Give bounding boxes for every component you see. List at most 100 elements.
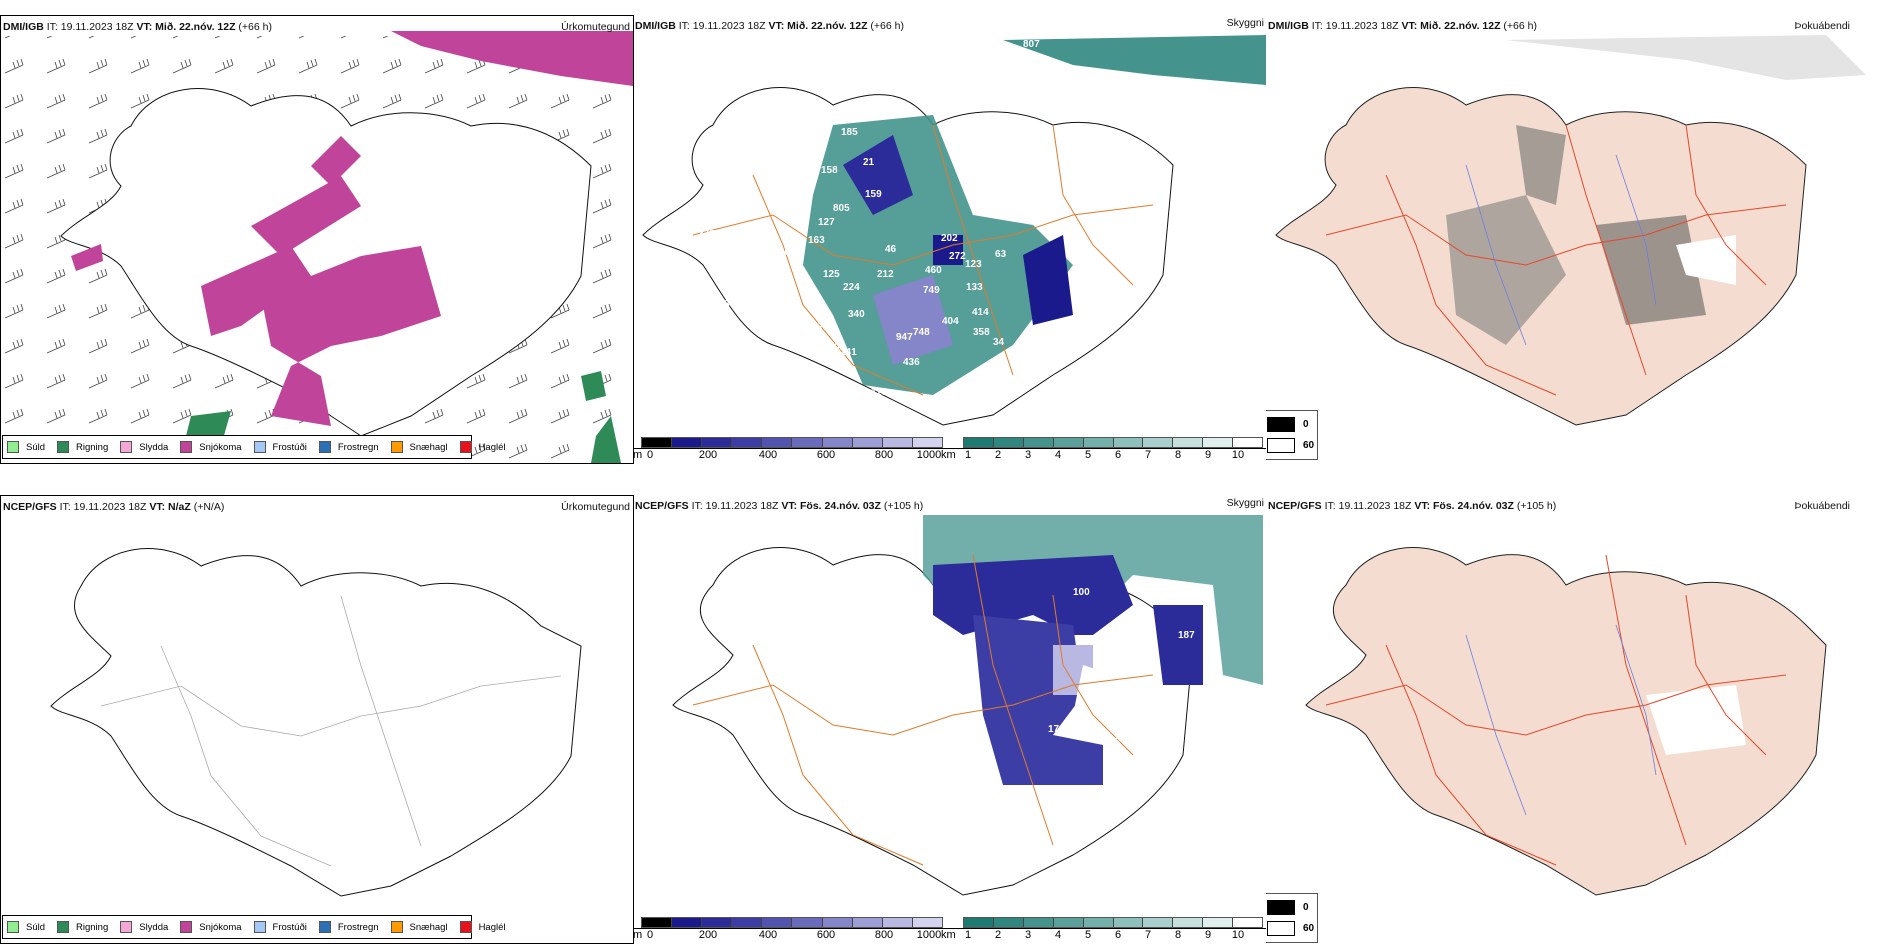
colorbar-segment [762, 918, 793, 927]
precip-type-map [50, 548, 582, 897]
cloud-base-label: 807 [1023, 39, 1040, 50]
legend-item: Snæhagl [390, 921, 448, 933]
legend-item: Slydda [120, 921, 168, 933]
legend-item: Frostúði [253, 921, 307, 933]
colorbar-segment [732, 918, 763, 927]
legend-item: Frostregn [318, 921, 379, 933]
fog-legend-item: 0 [1267, 900, 1309, 915]
legend-item: Rigning [57, 921, 108, 933]
scale-tick: 4 [1054, 449, 1062, 461]
legend-swatch [390, 441, 403, 453]
legend-swatch [7, 441, 19, 453]
legend-swatch [120, 441, 133, 453]
legend-item: Snjókoma [180, 441, 242, 453]
cloud-base-label: 436 [903, 357, 920, 368]
legend-item: Súld [7, 921, 45, 933]
legend-item: Frostúði [253, 441, 307, 453]
cloud-base-label: 177 [823, 382, 840, 393]
legend-item: Rigning [57, 441, 108, 453]
cloud-base-label: 63 [995, 249, 1007, 260]
precip-type-map [1, 31, 633, 463]
cloud-base-label: 805 [833, 203, 850, 214]
scale-unit: km [941, 929, 956, 941]
colorbar-segment [1203, 438, 1234, 447]
cloud-base-label: 46 [885, 244, 897, 255]
legend-item: Frostregn [318, 441, 379, 453]
cloud-base-label: 141 [840, 347, 857, 358]
product-title: Úrkomutegund [561, 21, 630, 33]
legend-item: Snjókoma [180, 921, 242, 933]
scale-tick: 7 [1144, 449, 1152, 461]
scale-tick: 10 [1231, 449, 1245, 461]
scale-tick: 9 [1204, 449, 1212, 461]
cloud-base-label: 123 [965, 259, 982, 270]
colorbar-segment [1023, 918, 1054, 927]
colorbar-segment [852, 918, 883, 927]
cloud-base-label: 187 [1178, 630, 1195, 641]
legend-swatch [253, 441, 266, 453]
fog-legend-item: 60 [1267, 438, 1314, 453]
precip-type-legend: Súld Rigning Slydda Snjókoma Frostúði Fr… [2, 915, 506, 939]
scale-tick: 600 [816, 449, 836, 461]
cloud-base-label: 127 [818, 217, 835, 228]
precip-type-legend: Súld Rigning Slydda Snjókoma Frostúði Fr… [2, 435, 506, 459]
fog-index-map [1275, 35, 1866, 426]
cloud-base-label: 414 [972, 307, 989, 318]
product-title: Úrkomutegund [561, 501, 630, 513]
scale-tick: 1000 [916, 929, 942, 941]
colorbar-segment [822, 918, 853, 927]
panel-top-middle: DMI/IGB IT: 19.11.2023 18Z VT: Mið. 22.n… [633, 15, 1266, 465]
cloud-base-label: 202 [941, 233, 958, 244]
legend-swatch [57, 921, 70, 933]
legend-swatch [253, 921, 266, 933]
scale-tick: 10 [1231, 929, 1245, 941]
legend-swatch [180, 441, 193, 453]
legend-swatch [120, 921, 133, 933]
scale-tick: 400 [758, 449, 778, 461]
cloud-base-colorbar [641, 437, 943, 448]
legend-swatch [180, 921, 193, 933]
colorbar-segment [1113, 918, 1144, 927]
cloud-base-label: 158 [821, 165, 838, 176]
colorbar-segment [1203, 918, 1234, 927]
colorbar-segment [792, 438, 823, 447]
cloud-base-label: 358 [973, 327, 990, 338]
scale-tick: 5 [1084, 929, 1092, 941]
cloud-base-label: 260 [823, 342, 840, 353]
legend-item: Haglél [459, 441, 506, 453]
scale-tick: 7 [1144, 929, 1152, 941]
visibility-map: 100 187 171 215 [672, 515, 1263, 896]
scale-tick: 2 [994, 929, 1002, 941]
cloud-base-label: 19 [773, 72, 785, 83]
legend-swatch [57, 441, 70, 453]
cloud-base-label: 123 [713, 299, 730, 310]
colorbar-segment [882, 918, 913, 927]
legend-item: Haglél [459, 921, 506, 933]
cloud-base-label: 404 [942, 316, 959, 327]
visibility-colorbar [963, 437, 1263, 448]
cloud-base-colorbar [641, 917, 943, 928]
colorbar-segment [1083, 438, 1114, 447]
cloud-base-label: 171 [1048, 724, 1065, 735]
cloud-base-label: 163 [808, 235, 825, 246]
product-title: Þokuábendi [1794, 500, 1850, 512]
colorbar-segment [993, 438, 1024, 447]
scale-tick: 8 [1174, 929, 1182, 941]
scale-tick: 400 [758, 929, 778, 941]
fog-legend-item: 60 [1267, 921, 1314, 936]
cloud-base-label: 342 [759, 252, 776, 263]
legend-item: Súld [7, 441, 45, 453]
colorbar-segment [1113, 438, 1144, 447]
colorbar-segment [993, 918, 1024, 927]
colorbar-segment [672, 438, 703, 447]
cloud-base-label: 947 [896, 332, 913, 343]
legend-swatch [318, 921, 331, 933]
panel-top-left: DMI/IGB IT: 19.11.2023 18Z VT: Mið. 22.n… [0, 15, 634, 464]
legend-item: Slydda [120, 441, 168, 453]
product-title: Skyggni [1226, 17, 1264, 29]
colorbar-segment [702, 918, 733, 927]
legend-swatch [390, 921, 403, 933]
colorbar-segment [912, 918, 942, 927]
cloud-base-label: 34 [993, 337, 1005, 348]
scale-tick: 6 [1114, 449, 1122, 461]
